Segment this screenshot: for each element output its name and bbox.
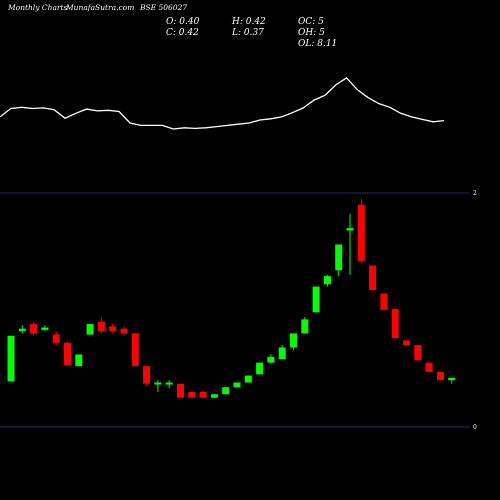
candle-body xyxy=(278,347,286,360)
candle-body xyxy=(267,356,275,363)
candle xyxy=(177,383,184,398)
candle-body xyxy=(131,333,139,367)
candle-body xyxy=(188,391,196,398)
candle xyxy=(18,325,26,334)
candle xyxy=(301,317,309,334)
ohlc-ol: OL: 8.11 xyxy=(298,39,337,49)
candle-body xyxy=(120,328,128,334)
candle-body xyxy=(414,345,422,361)
candle xyxy=(346,214,354,275)
candle-body xyxy=(233,382,241,388)
candle-body xyxy=(403,340,410,346)
candle xyxy=(188,391,196,398)
candle xyxy=(64,341,71,365)
candle xyxy=(357,198,365,264)
candle xyxy=(290,333,297,350)
candle-body xyxy=(380,293,388,310)
candle xyxy=(369,265,377,291)
candle-body xyxy=(346,228,354,231)
candle-body xyxy=(30,324,38,334)
candle xyxy=(278,345,286,360)
moving-average-layer xyxy=(0,76,445,130)
candle-body xyxy=(154,382,162,385)
candle-body xyxy=(357,204,365,261)
candle-body xyxy=(256,362,264,375)
candle xyxy=(97,318,105,334)
candle xyxy=(323,274,331,287)
candle xyxy=(154,380,162,392)
candle xyxy=(165,380,173,389)
ohlc-high: H: 0.42 xyxy=(231,17,266,27)
ohlc-close: C: 0.42 xyxy=(166,28,199,38)
candle-body xyxy=(64,342,71,365)
candle-body xyxy=(143,366,151,384)
ohlc-oh: OH: 5 xyxy=(298,28,325,38)
candle-body xyxy=(97,321,105,332)
candle xyxy=(52,331,60,346)
candle-body xyxy=(244,375,252,383)
candle-body xyxy=(41,327,49,330)
candle xyxy=(199,390,207,398)
gridline-layer: 20 xyxy=(0,190,477,431)
site-name: MunafaSutra.com xyxy=(65,3,134,12)
candle xyxy=(312,286,320,313)
candle xyxy=(448,377,456,384)
candle xyxy=(30,321,38,336)
candle-body xyxy=(109,326,117,332)
candle xyxy=(403,340,410,346)
candle xyxy=(143,366,151,387)
candle xyxy=(109,324,117,334)
candle-body xyxy=(18,328,26,332)
candle xyxy=(436,372,444,381)
candle-body xyxy=(301,319,309,334)
candle xyxy=(267,354,275,364)
candle xyxy=(120,326,128,336)
candle-body xyxy=(391,308,399,339)
candle xyxy=(244,375,252,383)
candle-body xyxy=(425,362,433,373)
ohlc-oc: OC: 5 xyxy=(298,17,324,27)
moving-average-line xyxy=(0,76,445,130)
candle xyxy=(41,325,49,332)
candle-body xyxy=(369,265,377,291)
candle xyxy=(380,293,388,310)
candle-body xyxy=(7,335,15,382)
chart-timeframe-label: Monthly Charts xyxy=(7,3,68,12)
candle xyxy=(256,362,264,375)
candle-layer xyxy=(7,198,456,398)
candle xyxy=(75,354,83,367)
candle-body xyxy=(210,394,218,398)
candle-body xyxy=(312,286,320,313)
candle-body xyxy=(448,377,456,381)
candle xyxy=(86,324,94,335)
candle xyxy=(222,387,230,395)
candle-body xyxy=(335,244,343,271)
candle-body xyxy=(86,324,94,335)
candle xyxy=(414,345,422,361)
y-tick-label: 0 xyxy=(473,424,477,431)
ohlc-low: L: 0.37 xyxy=(231,28,264,38)
candle-body xyxy=(323,276,331,285)
symbol-label: BSE 506027 xyxy=(139,3,187,12)
candle xyxy=(131,333,139,367)
candle xyxy=(391,308,399,339)
candle xyxy=(210,394,218,398)
ohlc-open: O: 0.40 xyxy=(166,17,200,27)
candle-body xyxy=(165,382,173,385)
y-tick-label: 2 xyxy=(473,190,477,197)
candle-body xyxy=(75,354,83,367)
candle xyxy=(335,244,343,277)
candle-body xyxy=(199,391,207,398)
candle-body xyxy=(52,334,60,343)
candle-body xyxy=(177,383,184,398)
candle-body xyxy=(436,372,444,381)
candle xyxy=(425,362,433,373)
candle-body xyxy=(290,333,297,348)
candle-body xyxy=(222,387,230,395)
candle xyxy=(7,335,15,382)
candle xyxy=(233,382,241,388)
